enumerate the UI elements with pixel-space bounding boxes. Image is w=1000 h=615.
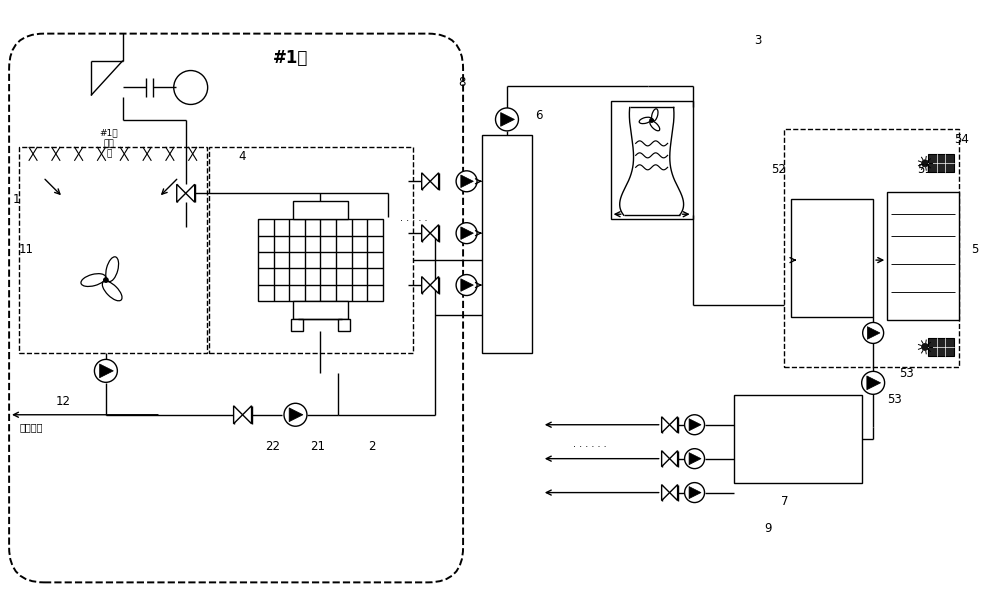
Bar xyxy=(928,338,954,356)
Polygon shape xyxy=(430,173,439,190)
Bar xyxy=(291,319,303,331)
Circle shape xyxy=(456,274,477,296)
Polygon shape xyxy=(461,227,473,239)
Circle shape xyxy=(863,322,884,343)
Text: #1汽
机排
汽: #1汽 机排 汽 xyxy=(100,129,118,158)
Text: 53: 53 xyxy=(899,367,914,380)
Polygon shape xyxy=(867,376,881,390)
Bar xyxy=(209,148,413,353)
Text: 4: 4 xyxy=(239,150,246,164)
Polygon shape xyxy=(689,486,701,499)
Polygon shape xyxy=(430,224,439,242)
Polygon shape xyxy=(422,277,430,293)
Bar xyxy=(338,319,350,331)
Text: 9: 9 xyxy=(764,523,772,536)
Text: 54: 54 xyxy=(954,133,969,146)
Text: 7: 7 xyxy=(781,494,789,507)
Circle shape xyxy=(650,119,653,122)
Polygon shape xyxy=(670,417,678,433)
Circle shape xyxy=(922,160,929,167)
Circle shape xyxy=(94,359,117,383)
Text: 11: 11 xyxy=(19,243,34,256)
Text: #1机: #1机 xyxy=(273,49,308,66)
Bar xyxy=(293,201,348,219)
Circle shape xyxy=(456,223,477,244)
Text: 12: 12 xyxy=(56,395,71,408)
Text: 51: 51 xyxy=(917,164,932,177)
Polygon shape xyxy=(100,364,113,378)
Polygon shape xyxy=(234,406,243,424)
Polygon shape xyxy=(662,451,670,467)
Bar xyxy=(887,192,959,320)
Text: . . . . . .: . . . . . . xyxy=(573,438,607,449)
Circle shape xyxy=(685,449,705,469)
Polygon shape xyxy=(689,419,701,430)
Polygon shape xyxy=(422,173,430,190)
Text: 1: 1 xyxy=(13,193,21,206)
Polygon shape xyxy=(422,224,430,242)
Circle shape xyxy=(456,171,477,192)
Polygon shape xyxy=(430,277,439,293)
Polygon shape xyxy=(501,113,514,126)
Bar xyxy=(784,129,959,367)
Polygon shape xyxy=(289,408,303,422)
Polygon shape xyxy=(670,451,678,467)
Polygon shape xyxy=(186,184,195,202)
Polygon shape xyxy=(689,453,701,465)
Text: 53: 53 xyxy=(887,393,902,406)
Polygon shape xyxy=(662,417,670,433)
Bar xyxy=(791,199,873,317)
Circle shape xyxy=(104,278,108,282)
Text: 21: 21 xyxy=(310,440,325,453)
Circle shape xyxy=(284,403,307,426)
Text: 去凝结水: 去凝结水 xyxy=(19,422,43,432)
Bar xyxy=(258,219,383,301)
Text: 8: 8 xyxy=(458,76,465,89)
Circle shape xyxy=(685,483,705,502)
Polygon shape xyxy=(670,485,678,501)
Text: 52: 52 xyxy=(771,164,786,177)
Text: 6: 6 xyxy=(535,109,542,122)
Circle shape xyxy=(685,415,705,435)
Circle shape xyxy=(496,108,518,131)
Circle shape xyxy=(174,71,208,105)
Text: 3: 3 xyxy=(754,34,762,47)
Polygon shape xyxy=(243,406,252,424)
Polygon shape xyxy=(177,184,186,202)
Text: 5: 5 xyxy=(971,243,978,256)
Bar xyxy=(611,101,693,219)
Text: . . . . .: . . . . . xyxy=(400,213,428,223)
Bar xyxy=(19,148,207,353)
Circle shape xyxy=(862,371,885,394)
Polygon shape xyxy=(867,327,880,339)
Bar xyxy=(734,395,862,483)
Bar xyxy=(928,154,954,172)
Polygon shape xyxy=(461,279,473,292)
Text: 2: 2 xyxy=(368,440,376,453)
Polygon shape xyxy=(461,175,473,188)
Bar xyxy=(482,135,532,353)
Text: 22: 22 xyxy=(266,440,281,453)
Circle shape xyxy=(922,343,929,351)
Bar xyxy=(293,301,348,319)
Polygon shape xyxy=(662,485,670,501)
